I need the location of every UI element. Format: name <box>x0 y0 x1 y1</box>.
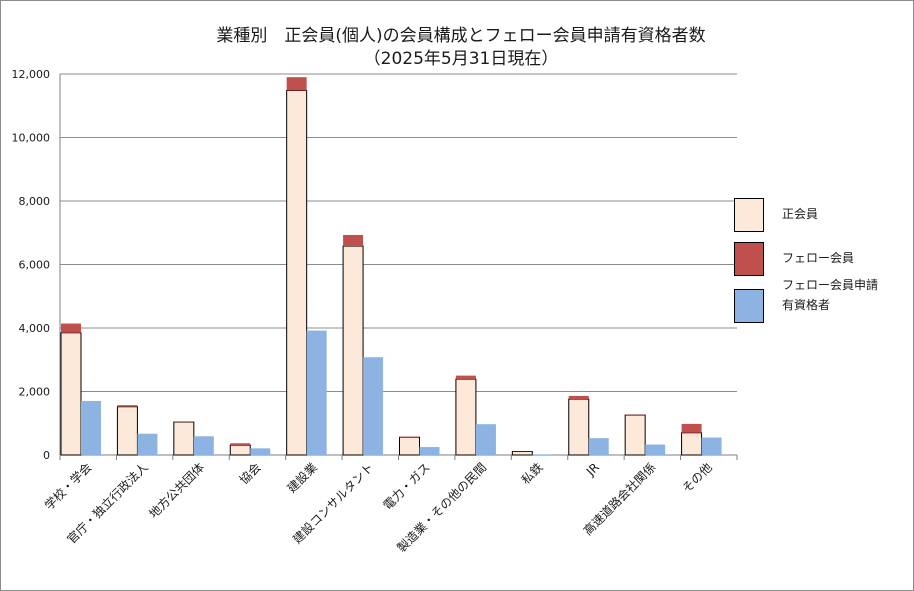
bar-fellow-eligible <box>363 357 384 455</box>
bar-regular-member <box>568 398 590 456</box>
bar-fellow-member <box>455 375 476 380</box>
bar-regular-member <box>511 451 533 456</box>
bar-fellow-eligible <box>701 437 722 455</box>
x-tick-label: JR <box>583 460 602 479</box>
bar-fellow-member <box>230 443 251 446</box>
bar-fellow-member <box>568 395 589 400</box>
bar-fellow-member <box>117 405 138 407</box>
bar-fellow-eligible <box>419 447 440 455</box>
y-tick-label: 0 <box>43 449 50 462</box>
legend-label-fellow-eligible-line1: フェロー会員申請 <box>782 278 879 292</box>
bar-regular-member <box>624 414 646 456</box>
bar-regular-member <box>286 90 308 456</box>
legend-swatch-fellow-member <box>734 242 764 276</box>
bar-regular-member <box>229 444 251 456</box>
x-tick-label: その他 <box>680 460 715 495</box>
x-tick-label: 学校・学会 <box>41 460 94 513</box>
x-tick-label: 電力・ガス <box>380 460 432 512</box>
bar-regular-member <box>455 378 477 456</box>
legend-label-fellow-member: フェロー会員 <box>782 251 855 265</box>
x-tick-label: 建設業 <box>284 460 320 496</box>
chart-title: 業種別 正会員(個人)の会員構成とフェロー会員申請有資格者数 <box>216 26 706 46</box>
bar-fellow-eligible <box>588 438 609 455</box>
bar-regular-member <box>681 432 703 456</box>
bar-fellow-eligible <box>250 448 271 455</box>
bar-fellow-member <box>681 423 702 433</box>
bar-fellow-eligible <box>645 444 666 455</box>
bar-regular-member <box>60 332 82 456</box>
bar-fellow-eligible <box>475 424 496 455</box>
bar-fellow-member <box>286 77 307 91</box>
bar-regular-member <box>399 436 420 456</box>
chart-subtitle: （2025年5月31日現在） <box>363 49 559 69</box>
legend-label-regular-member: 正会員 <box>782 207 819 221</box>
bar-fellow-eligible <box>81 401 101 455</box>
x-tick-label: 私鉄 <box>518 460 546 488</box>
y-tick-label: 8,000 <box>19 195 51 208</box>
y-tick-label: 10,000 <box>12 132 51 145</box>
y-tick-label: 6,000 <box>19 259 51 272</box>
y-tick-label: 12,000 <box>12 68 51 81</box>
bar-fellow-eligible <box>306 330 327 455</box>
y-tick-label: 2,000 <box>19 386 51 399</box>
bar-fellow-member <box>399 436 420 438</box>
y-tick-label: 4,000 <box>19 322 51 335</box>
legend-swatch-fellow-eligible <box>734 289 764 323</box>
bar-fellow-member <box>343 234 364 247</box>
bar-fellow-eligible <box>532 454 553 455</box>
bar-fellow-member <box>61 323 81 333</box>
x-tick-label: 地方公共団体 <box>146 460 208 522</box>
bar-regular-member <box>173 421 195 456</box>
bar-regular-member <box>116 406 138 456</box>
legend-label-fellow-eligible-line2: 有資格者 <box>782 298 831 312</box>
bar-regular-member <box>342 245 364 456</box>
legend-swatch-regular-member <box>734 198 764 232</box>
x-tick-label: 協会 <box>236 460 264 488</box>
bar-fellow-eligible <box>193 436 214 455</box>
bar-fellow-eligible <box>137 433 158 455</box>
